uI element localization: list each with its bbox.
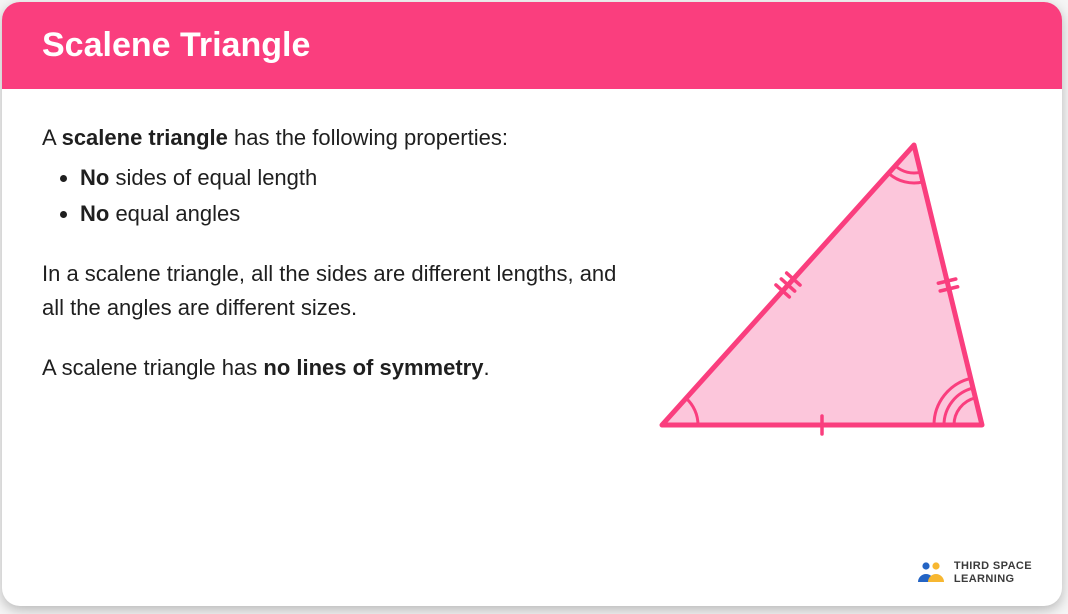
card-title: Scalene Triangle [42, 26, 310, 64]
intro-prefix: A [42, 125, 62, 150]
logo-line2: LEARNING [954, 573, 1032, 586]
diagram-column [642, 121, 1022, 574]
footer-logo: THIRD SPACE LEARNING [916, 560, 1032, 586]
intro-paragraph: A scalene triangle has the following pro… [42, 121, 642, 155]
list-item: No equal angles [80, 197, 642, 231]
scalene-triangle-diagram [642, 125, 1022, 455]
bullet-bold: No [80, 165, 109, 190]
bullet-bold: No [80, 201, 109, 226]
bullet-rest: sides of equal length [109, 165, 317, 190]
paragraph-2: A scalene triangle has no lines of symme… [42, 351, 642, 385]
logo-mark-icon [916, 560, 946, 586]
para2-bold: no lines of symmetry [263, 355, 483, 380]
text-column: A scalene triangle has the following pro… [42, 121, 642, 574]
bullet-rest: equal angles [109, 201, 240, 226]
logo-text: THIRD SPACE LEARNING [954, 560, 1032, 585]
intro-suffix: has the following properties: [228, 125, 508, 150]
paragraph-1: In a scalene triangle, all the sides are… [42, 257, 642, 325]
card-header: Scalene Triangle [2, 2, 1062, 89]
intro-bold: scalene triangle [62, 125, 228, 150]
card-content: A scalene triangle has the following pro… [2, 89, 1062, 606]
list-item: No sides of equal length [80, 161, 642, 195]
properties-list: No sides of equal length No equal angles [80, 161, 642, 231]
para2-suffix: . [483, 355, 489, 380]
para2-prefix: A scalene triangle has [42, 355, 263, 380]
info-card: Scalene Triangle A scalene triangle has … [2, 2, 1062, 606]
logo-line1: THIRD SPACE [954, 560, 1032, 573]
